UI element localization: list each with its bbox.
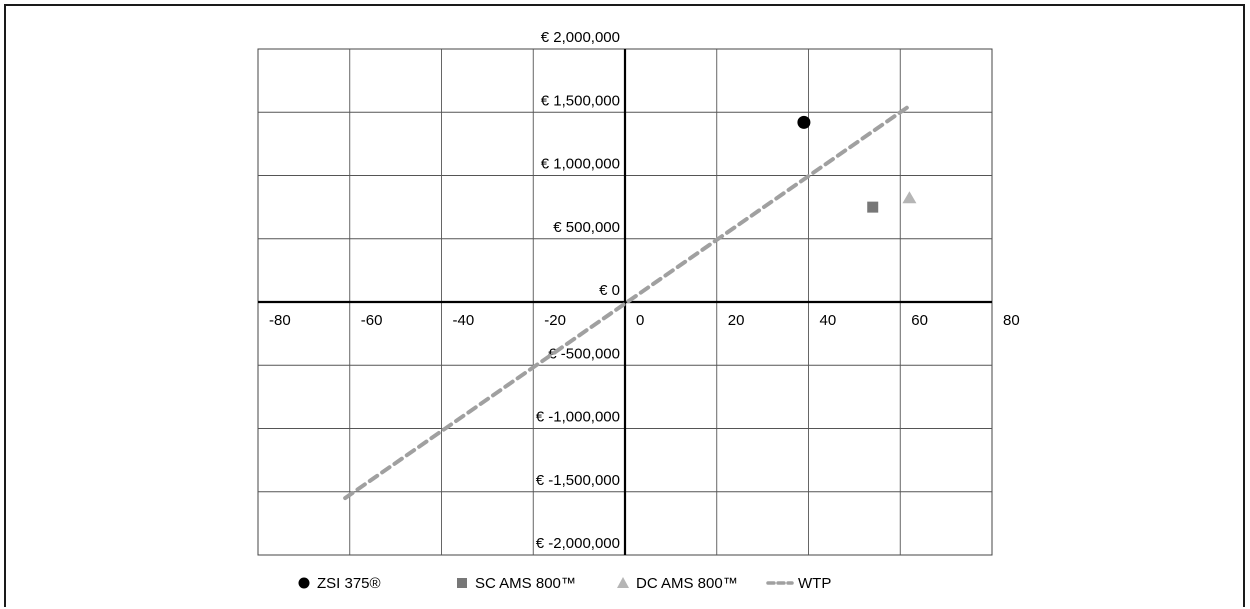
y-tick-label: € 0 bbox=[599, 282, 620, 299]
legend-marker-triangle bbox=[617, 577, 629, 588]
x-tick-label: 0 bbox=[636, 312, 644, 329]
y-tick-label: € -2,000,000 bbox=[536, 535, 620, 552]
x-tick-label: -60 bbox=[361, 312, 383, 329]
wtp-line bbox=[343, 103, 912, 501]
legend: ZSI 375® SC AMS 800™ DC AMS 800™ WTP bbox=[298, 575, 831, 592]
data-point-dc-ams-800 bbox=[902, 191, 917, 204]
y-tick-labels: € 2,000,000 € 1,500,000 € 1,000,000 € 500,0… bbox=[536, 29, 620, 552]
legend-label-sc-ams-800: SC AMS 800™ bbox=[475, 575, 576, 592]
chart-frame: -80 -60 -40 -20 0 20 40 60 80 € 2,000,000 € 1,500… bbox=[4, 4, 1245, 607]
x-tick-label: 80 bbox=[1003, 312, 1020, 329]
legend-label-wtp: WTP bbox=[798, 575, 831, 592]
y-tick-label: € 1,000,000 bbox=[541, 156, 620, 173]
legend-label-zsi-375: ZSI 375® bbox=[317, 575, 381, 592]
legend-marker-circle bbox=[298, 577, 310, 589]
x-tick-labels: -80 -60 -40 -20 0 20 40 60 80 bbox=[269, 312, 1020, 329]
y-tick-label: € -1,000,000 bbox=[536, 409, 620, 426]
data-point-sc-ams-800 bbox=[867, 201, 879, 213]
x-tick-label: -80 bbox=[269, 312, 291, 329]
series-layer bbox=[343, 103, 917, 501]
x-tick-label: -40 bbox=[453, 312, 475, 329]
x-tick-label: 60 bbox=[911, 312, 928, 329]
legend-label-dc-ams-800: DC AMS 800™ bbox=[636, 575, 738, 592]
y-tick-label: € 1,500,000 bbox=[541, 92, 620, 109]
legend-marker-square bbox=[457, 578, 467, 588]
y-tick-label: € -500,000 bbox=[548, 345, 620, 362]
x-tick-label: 40 bbox=[820, 312, 837, 329]
x-tick-label: 20 bbox=[728, 312, 745, 329]
x-tick-label: -20 bbox=[544, 312, 566, 329]
y-tick-label: € -1,500,000 bbox=[536, 472, 620, 489]
y-tick-label: € 2,000,000 bbox=[541, 29, 620, 46]
y-tick-label: € 500,000 bbox=[553, 219, 620, 236]
data-point-zsi-375 bbox=[797, 115, 811, 129]
cost-effectiveness-chart: -80 -60 -40 -20 0 20 40 60 80 € 2,000,000 € 1,500… bbox=[257, 29, 1020, 592]
axes-layer bbox=[258, 49, 992, 555]
